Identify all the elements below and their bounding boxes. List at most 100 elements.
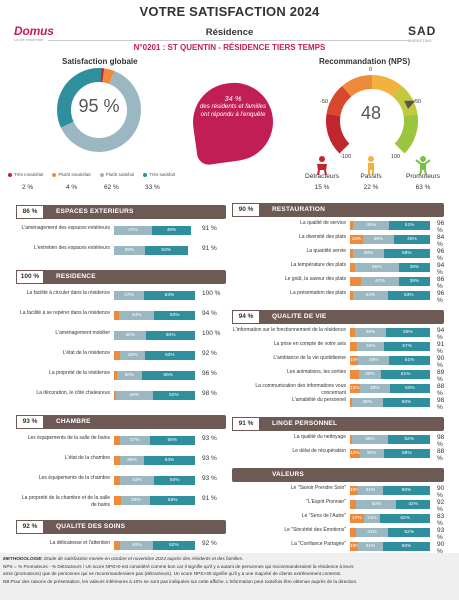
question-total: 93 % <box>437 527 445 541</box>
question-label: Le goût, la saveur des plats <box>284 276 346 282</box>
bar-segment: 38% <box>398 263 430 272</box>
section-title: RESIDENCE <box>56 273 96 280</box>
bar-segment: 60% <box>146 331 195 340</box>
stacked-bar: 43% 50% <box>114 476 195 485</box>
stacked-bar: 10%39%51% <box>350 356 430 365</box>
bar-segment: 43% <box>119 476 155 485</box>
bar-segment: 43% <box>353 291 388 300</box>
question-row: L'entretien des espaces extérieurs 38% 53%… <box>16 245 226 265</box>
nps-group-pct: 15 % <box>314 184 330 191</box>
question-label: La température des plats <box>290 262 346 268</box>
bar-segment: 53% <box>144 246 188 255</box>
question-row: Le "Sincérité des Émotions" 41% 52% 93 % <box>232 527 444 541</box>
bar-segment: 39% <box>351 398 383 407</box>
question-label: L'amabilité du personnel <box>291 397 346 403</box>
question-label: La facilité à se repérer dans la résiden… <box>19 310 110 316</box>
methodology-line: NB:Pour des raisons de présentation, les… <box>3 579 358 585</box>
legend-value: 2 % <box>22 184 34 191</box>
bar-segment: 51% <box>389 356 430 365</box>
question-row: La qualité de service 45% 51% 96 % <box>232 220 444 234</box>
question-label: La prise en compte de votre avis <box>273 341 346 347</box>
section-title: QUALITE DES SOINS <box>56 523 126 530</box>
gauge-tick: 0 <box>369 67 373 73</box>
stacked-bar: 55% 38% <box>350 263 430 272</box>
bar-segment: 39% <box>362 235 394 244</box>
question-label: Les équipements de la salle de bains <box>27 435 110 441</box>
section-linge-personnel: 91 % LINGE PERSONNEL <box>232 417 444 431</box>
question-row: L'état de la chambre 30% 63% 93 % <box>16 455 226 475</box>
bar-segment: 45% <box>351 435 389 444</box>
question-label: Les animations, les sorties <box>287 369 346 375</box>
section-restauration: 90 % RESTAURATION <box>232 203 444 217</box>
question-row: La facilité à circuler dans la résidence… <box>16 290 226 310</box>
bar-segment: 30% <box>119 456 144 465</box>
bar-segment <box>350 277 362 286</box>
nps-group-pct: 63 % <box>415 184 431 191</box>
bar-segment: 37% <box>119 436 150 445</box>
bar-segment: 30% <box>120 351 145 360</box>
legend-dot <box>143 172 148 177</box>
section-score: 93 % <box>16 415 44 429</box>
question-total: 98 % <box>202 390 217 397</box>
section-score: 100 % <box>16 270 44 284</box>
section-header: 94 % QUALITE DE VIE <box>232 310 444 324</box>
question-row: La qualité du nettoyage 45% 52% 98 % <box>232 434 444 448</box>
question-label: La diversité des plats <box>299 234 346 240</box>
section-title: VALEURS <box>272 471 304 478</box>
stacked-bar: 47% 48% <box>114 226 195 235</box>
logo-text: SAD <box>408 24 437 38</box>
bar-segment <box>350 435 352 444</box>
section-title: CHAMBRE <box>56 418 91 425</box>
bar-segment: 63% <box>143 291 195 300</box>
bar-segment <box>114 456 120 465</box>
bar-segment: 55% <box>385 328 430 337</box>
bar-segment: 62% <box>380 514 430 523</box>
bar-segment: 56% <box>149 436 195 445</box>
question-label: L'ambiance de la vie quotidienne <box>273 355 346 361</box>
bar-segment: 59% <box>382 486 430 495</box>
response-bubble-text: 34 % des résidents et familles ont répon… <box>197 95 269 119</box>
section-header: 91 % LINGE PERSONNEL <box>232 417 444 431</box>
question-row: Le "Sens de l'Autre" 17% 21% 62% 83 % <box>232 513 445 527</box>
satisfaction-legend: Très insatisfait Plutôt insatisfait Plut… <box>8 172 175 177</box>
question-row: L'aménagement des espaces extérieurs 47% 4… <box>16 225 226 245</box>
legend-dot <box>8 172 12 177</box>
bar-segment: 36% <box>121 496 151 505</box>
bar-segment: 63% <box>143 456 195 465</box>
site-name: N°0201 : ST QUENTIN - RÉSIDENCE TIERS TE… <box>133 43 326 52</box>
section-title: ESPACES EXTERIEURS <box>56 208 134 215</box>
bar-segment <box>114 371 118 380</box>
question-total: 93 % <box>202 455 217 462</box>
section-header: 90 % RESTAURATION <box>232 203 444 217</box>
question-row: La décoration, le côté chaleureux 46% 52% 9… <box>16 390 226 410</box>
question-label: La quantité servie <box>306 248 346 254</box>
bar-segment: 38% <box>114 246 145 255</box>
section-chambre: 93 % CHAMBRE <box>16 415 226 429</box>
question-label: Le "Sens de l'Autre" <box>301 513 346 519</box>
bar-segment: 41% <box>355 528 389 537</box>
bar-segment: 53% <box>387 291 430 300</box>
response-rate-text: des résidents et familles ont répondu à … <box>199 103 267 118</box>
bar-segment: 46% <box>115 391 153 400</box>
bar-segment: 29% <box>358 370 382 379</box>
bar-segment: 55% <box>354 263 399 272</box>
question-total: 94 % <box>437 262 445 276</box>
bar-segment: 51% <box>389 221 430 230</box>
stacked-bar: 43% 53% <box>350 291 430 300</box>
methodology-line: METHODOLOGIE: Etude de satisfaction mené… <box>3 556 244 561</box>
logo-tagline: La vie ensemble <box>14 37 44 42</box>
bar-segment: 38% <box>353 249 384 258</box>
bar-segment: 38% <box>398 277 430 286</box>
question-label: Les équipements de la chambre <box>38 475 110 481</box>
section-score: 91 % <box>232 417 260 431</box>
bar-segment <box>350 528 356 537</box>
question-row: Le délai de récupération 12% 30% 58% 88 % <box>232 448 444 462</box>
gauge-tick: 100 <box>391 154 401 160</box>
response-rate: 34 % <box>224 94 242 103</box>
stacked-bar: 47% 38% <box>350 277 430 286</box>
stacked-bar: 30% 63% <box>114 456 195 465</box>
bar-segment <box>114 476 120 485</box>
bar-segment: 59% <box>382 542 430 551</box>
stacked-bar: 45% 52% <box>350 435 430 444</box>
bar-segment: 17% <box>350 514 364 523</box>
